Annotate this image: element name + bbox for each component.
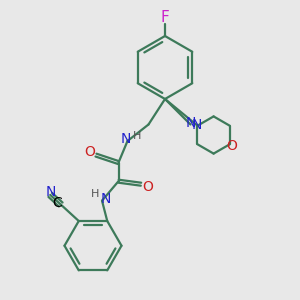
Text: F: F: [160, 10, 169, 25]
Text: O: O: [84, 145, 95, 159]
Text: N: N: [46, 185, 56, 199]
Text: H: H: [91, 189, 100, 199]
Text: N: N: [101, 192, 111, 206]
Text: O: O: [142, 180, 153, 194]
Text: O: O: [227, 139, 238, 153]
Text: N: N: [186, 116, 196, 130]
Text: H: H: [133, 130, 141, 141]
Text: N: N: [121, 133, 131, 146]
Text: C: C: [52, 196, 62, 210]
Text: N: N: [192, 118, 202, 132]
